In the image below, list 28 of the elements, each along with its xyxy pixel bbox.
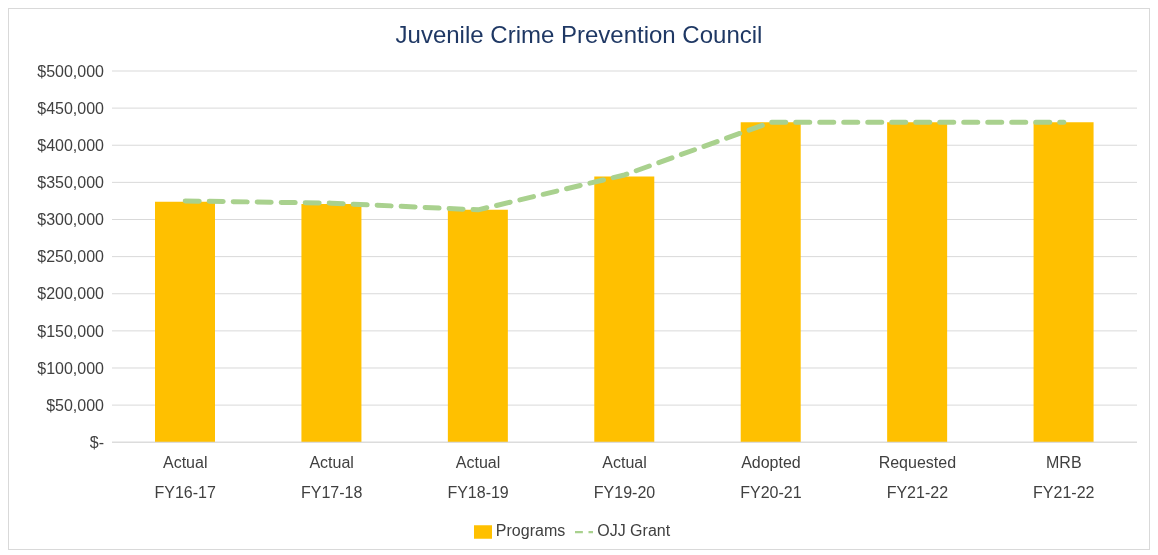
x-tick-label: Requested FY21-22 <box>878 454 957 502</box>
bar <box>447 209 508 443</box>
y-tick-label: $500,000 <box>37 62 105 80</box>
x-tick-label: Actual FY19-20 <box>593 454 656 502</box>
y-tick-label: $250,000 <box>37 248 105 266</box>
x-tick-label: Actual FY16-17 <box>154 454 216 502</box>
y-tick-label: $400,000 <box>37 136 105 154</box>
y-tick-label: $350,000 <box>37 174 105 192</box>
bar <box>740 122 801 443</box>
x-tick-label: Actual FY17-18 <box>300 454 363 502</box>
x-tick-label: MRB FY21-22 <box>1033 454 1095 502</box>
chart-title: Juvenile Crime Prevention Council <box>394 20 764 50</box>
legend-label: OJJ Grant <box>597 522 671 540</box>
x-tick-label: Actual FY18-19 <box>447 454 509 502</box>
y-tick-label: $50,000 <box>46 396 105 414</box>
y-tick-label: $450,000 <box>37 99 105 117</box>
y-tick-label: $300,000 <box>37 211 105 229</box>
y-tick-label: $150,000 <box>37 322 105 340</box>
y-tick-label: $100,000 <box>37 359 105 377</box>
bar <box>155 201 215 443</box>
y-tick-label: $200,000 <box>37 285 105 303</box>
bar <box>301 203 362 443</box>
x-tick-label: Adopted FY20-21 <box>740 454 802 502</box>
legend-label: Programs <box>495 522 566 540</box>
bar <box>887 122 948 443</box>
y-tick-label: $- <box>89 433 104 451</box>
bar <box>1033 122 1094 443</box>
bar <box>594 176 655 443</box>
